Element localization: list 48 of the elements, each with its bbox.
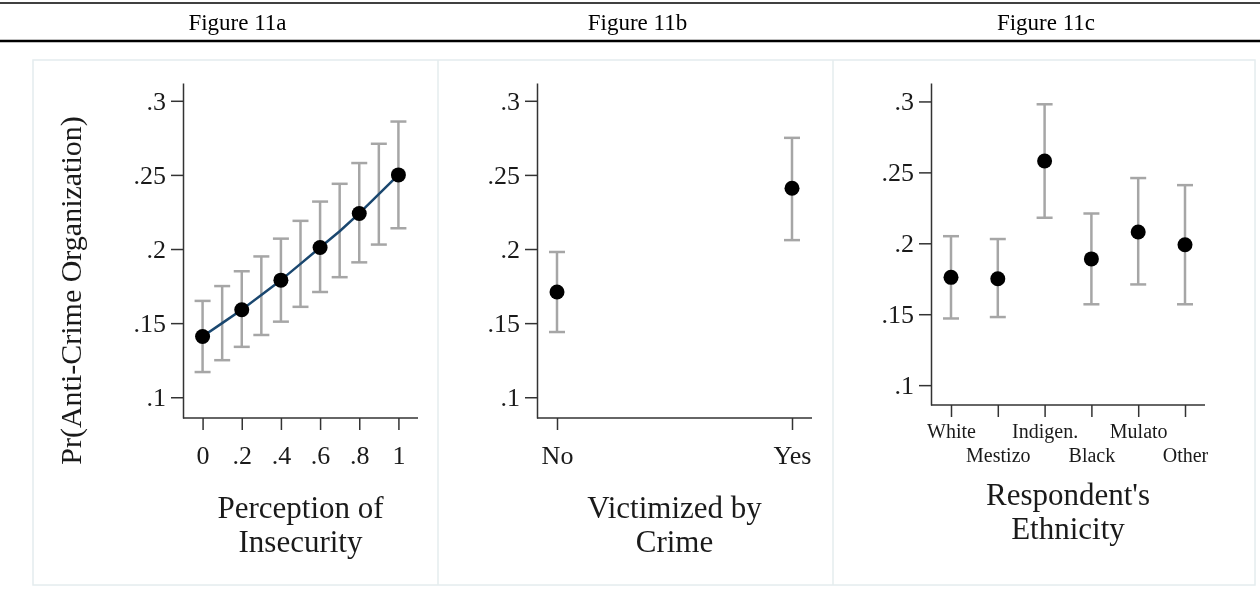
x-tick-label: 1 [392, 441, 406, 471]
point [312, 240, 328, 256]
y-tick-label: .25 [487, 160, 520, 190]
x-tick-label: Mulato [1109, 420, 1168, 442]
y-tick-label: .15 [133, 308, 166, 338]
point [390, 167, 406, 183]
x-tick-label: .6 [310, 441, 331, 471]
x-tick-label: No [541, 441, 574, 471]
point [1037, 153, 1053, 169]
x-tick-label: .8 [350, 441, 370, 471]
point [195, 328, 211, 344]
y-tick-label: .15 [487, 308, 520, 338]
point [943, 269, 959, 285]
y-tick-label: .2 [894, 229, 914, 259]
chart-title: Figure 11a [188, 10, 287, 35]
y-tick-label: .2 [146, 234, 166, 264]
y-tick-label: .25 [133, 160, 166, 190]
y-axis-title: Pr(Anti-Crime Organization) [54, 116, 88, 465]
point [1083, 251, 1099, 267]
x-axis-title: Respondent's Ethnicity [985, 477, 1151, 546]
y-tick-label: .3 [500, 86, 520, 116]
x-tick-label: 0 [196, 441, 210, 471]
x-tick-label: Indigen. [1012, 420, 1079, 443]
point [234, 302, 250, 318]
y-tick-label: .15 [881, 300, 914, 330]
y-tick-label: .2 [500, 234, 520, 264]
chart-title: Figure 11c [996, 10, 1096, 35]
point [990, 271, 1006, 287]
x-axis-title: Victimized by Crime [587, 490, 763, 559]
x-tick-label: .4 [271, 441, 292, 471]
x-tick-label: Other [1162, 444, 1209, 466]
chart-title: Figure 11b [587, 10, 688, 35]
point [273, 272, 289, 288]
y-tick-label: .1 [146, 383, 166, 413]
point [1177, 237, 1193, 253]
y-tick-label: .3 [894, 87, 914, 117]
y-tick-label: .25 [881, 158, 914, 188]
y-tick-label: .3 [146, 86, 166, 116]
point [1130, 224, 1146, 240]
x-tick-label: Black [1068, 444, 1116, 466]
x-tick-label: Mestizo [966, 444, 1031, 466]
y-tick-label: .1 [894, 370, 914, 400]
x-tick-label: White [927, 420, 977, 442]
x-tick-label: .2 [232, 441, 252, 471]
y-tick-label: .1 [500, 383, 520, 413]
point [351, 205, 367, 221]
x-axis-title: Perception of Insecurity [217, 490, 385, 559]
x-tick-label: Yes [773, 441, 812, 471]
